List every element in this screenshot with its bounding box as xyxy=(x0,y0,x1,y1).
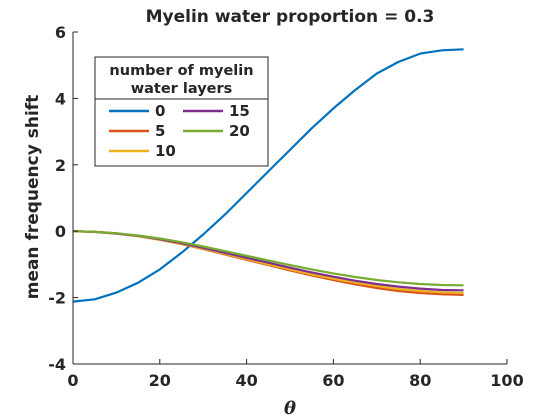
x-tick-label: 20 xyxy=(149,371,171,390)
legend-label-5: 5 xyxy=(155,122,165,140)
legend-label-15: 15 xyxy=(229,102,250,120)
series-line-0 xyxy=(72,48,464,303)
legend-label-0: 0 xyxy=(155,102,165,120)
legend-title: number of myelin xyxy=(109,63,253,79)
legend-label-20: 20 xyxy=(229,122,250,140)
x-tick-label: 60 xyxy=(322,371,344,390)
y-tick-label: -4 xyxy=(48,355,66,374)
y-axis-label: mean frequency shift xyxy=(23,95,43,300)
x-axis-label: θ xyxy=(284,398,296,419)
y-tick-label: -2 xyxy=(48,289,66,308)
series-line-20 xyxy=(72,230,464,287)
legend-title: water layers xyxy=(131,81,233,97)
x-tick-label: 0 xyxy=(67,371,78,390)
y-tick-label: 4 xyxy=(55,89,66,108)
chart-title: Myelin water proportion = 0.3 xyxy=(146,7,435,27)
x-tick-label: 40 xyxy=(235,371,257,390)
legend-label-10: 10 xyxy=(155,142,176,160)
x-tick-label: 80 xyxy=(409,371,431,390)
legend: number of myelin water layers 0 5 10 15 20 xyxy=(94,56,269,167)
y-tick-label: 2 xyxy=(55,156,66,175)
y-tick-label: 0 xyxy=(55,222,66,241)
plot-series-group xyxy=(72,48,464,303)
x-tick-label: 100 xyxy=(490,371,523,390)
y-tick-label: 6 xyxy=(55,23,66,42)
